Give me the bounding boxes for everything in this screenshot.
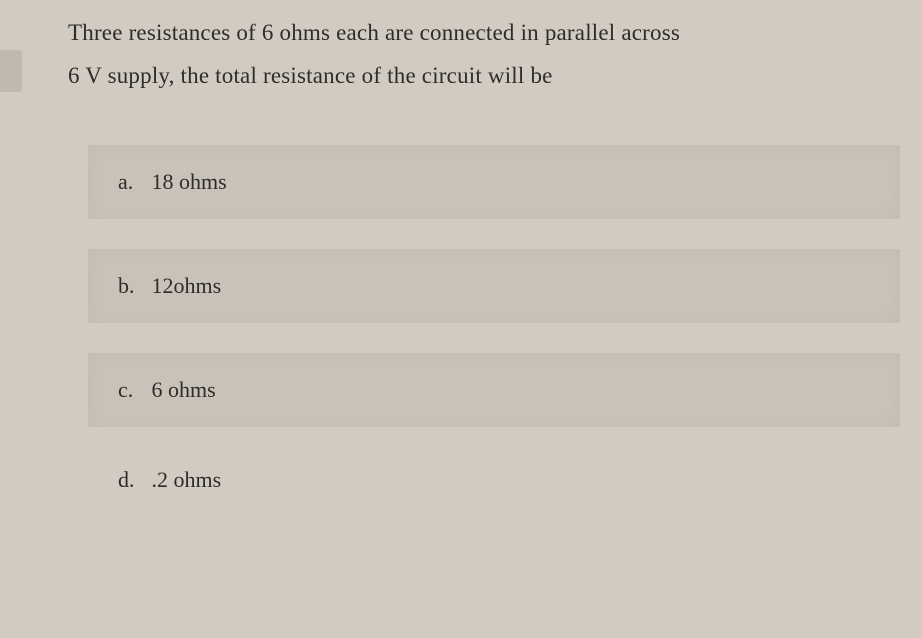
option-d[interactable]: d. .2 ohms xyxy=(88,457,900,493)
option-letter: d. xyxy=(118,467,146,493)
option-text: .2 ohms xyxy=(152,467,222,492)
option-a[interactable]: a. 18 ohms xyxy=(88,145,900,219)
option-b[interactable]: b. 12ohms xyxy=(88,249,900,323)
option-text: 12ohms xyxy=(152,273,222,298)
side-tab-stub xyxy=(0,50,22,92)
options-list: a. 18 ohms b. 12ohms c. 6 ohms d. .2 ohm… xyxy=(68,145,904,493)
question-text: Three resistances of 6 ohms each are con… xyxy=(68,12,904,97)
option-text: 18 ohms xyxy=(152,169,227,194)
option-text: 6 ohms xyxy=(152,377,216,402)
question-line-1: Three resistances of 6 ohms each are con… xyxy=(68,20,680,45)
question-cursor-word: resistance xyxy=(263,63,356,88)
question-line-2-post: of the circuit will be xyxy=(356,63,553,88)
question-page: Three resistances of 6 ohms each are con… xyxy=(0,0,922,493)
option-letter: a. xyxy=(118,169,146,195)
option-letter: b. xyxy=(118,273,146,299)
option-c[interactable]: c. 6 ohms xyxy=(88,353,900,427)
option-letter: c. xyxy=(118,377,146,403)
question-line-2-pre: 6 V supply, the total xyxy=(68,63,263,88)
